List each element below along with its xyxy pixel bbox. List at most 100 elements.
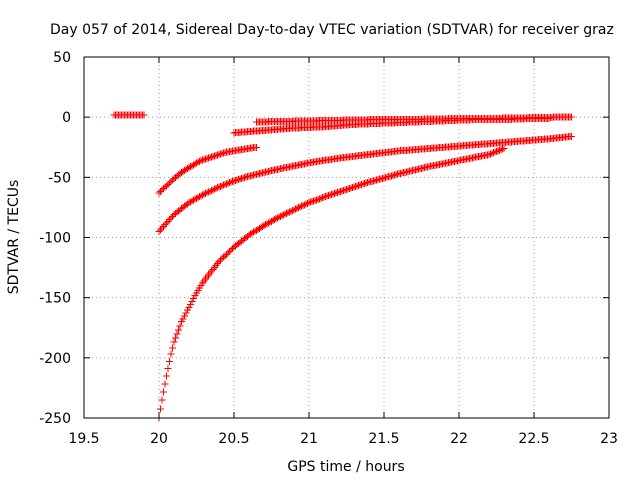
data-point [217,256,224,264]
data-point [173,330,181,338]
data-point [223,180,230,188]
data-point [199,191,206,199]
data-point [196,157,203,165]
series-6 [253,113,575,126]
x-axis-label: GPS time / hours [287,459,404,475]
data-point [302,200,310,208]
data-point [140,111,148,119]
data-point [202,275,209,283]
data-point [491,148,499,156]
data-point [214,259,221,267]
data-point [155,189,163,197]
data-point [205,188,212,196]
data-point [164,217,172,225]
data-point [493,147,500,155]
series-4 [155,144,508,422]
data-point [298,202,305,210]
data-point [499,145,506,153]
y-tick-label: -50 [48,170,71,186]
data-point [185,303,193,311]
data-point [178,318,185,326]
data-point [490,149,497,157]
data-point [280,211,287,219]
data-point [295,204,302,212]
data-point [164,365,172,373]
data-point [316,195,323,203]
data-point [259,222,266,230]
data-point [311,196,319,204]
y-tick-label: 50 [53,50,71,66]
data-point [206,269,214,277]
data-point [212,184,220,192]
data-point [322,193,329,201]
data-point [194,194,202,202]
data-point [286,208,293,216]
data-point [191,292,199,300]
data-point [313,196,320,204]
data-point [265,219,272,227]
data-point [184,306,191,314]
data-point [328,190,335,198]
data-point [208,187,215,195]
data-point [163,219,170,227]
data-point [325,192,332,200]
data-point [283,209,290,217]
data-point [167,177,175,185]
data-point [488,149,496,157]
data-point [253,143,260,151]
x-tick-label: 21 [300,431,318,447]
data-point [266,218,274,226]
data-point [215,258,223,266]
data-point [277,212,284,220]
x-tick-label: 22.5 [518,431,549,447]
data-point [211,263,218,271]
data-point [262,221,269,229]
data-point [293,204,301,212]
data-point [220,253,227,261]
data-point [166,357,173,365]
data-point [196,193,203,201]
x-tick-label: 20 [150,431,168,447]
data-point [209,186,217,194]
data-point [494,147,502,155]
data-point [164,180,172,188]
data-point [320,193,328,201]
x-tick-label: 21.5 [368,431,399,447]
data-point [187,300,194,308]
data-point [224,179,232,187]
data-point [229,178,236,186]
plot-frame [83,56,610,419]
data-point [170,338,178,346]
x-tick-label: 22 [450,431,468,447]
data-point [179,315,187,323]
data-point [169,344,176,352]
data-point [307,198,314,206]
data-point [208,267,215,275]
data-point [568,132,575,140]
data-point [163,182,170,190]
data-point [161,221,169,229]
data-point [182,309,190,317]
data-point [166,216,173,224]
data-point [487,150,494,158]
data-point [175,326,182,334]
data-point [304,199,311,207]
data-point [226,247,233,255]
data-point [224,249,232,257]
data-point [202,189,209,197]
data-point [226,179,233,187]
data-point [274,214,281,222]
data-point [193,194,200,202]
data-point [200,190,208,198]
data-point [191,160,199,168]
y-tick-label: 0 [62,110,71,126]
data-series [110,111,575,422]
data-point [205,271,212,279]
data-point [176,322,184,330]
series-1 [110,111,148,119]
data-point [157,188,164,196]
y-tick-label: -200 [39,351,71,367]
data-point [191,195,199,203]
data-point [197,192,205,200]
